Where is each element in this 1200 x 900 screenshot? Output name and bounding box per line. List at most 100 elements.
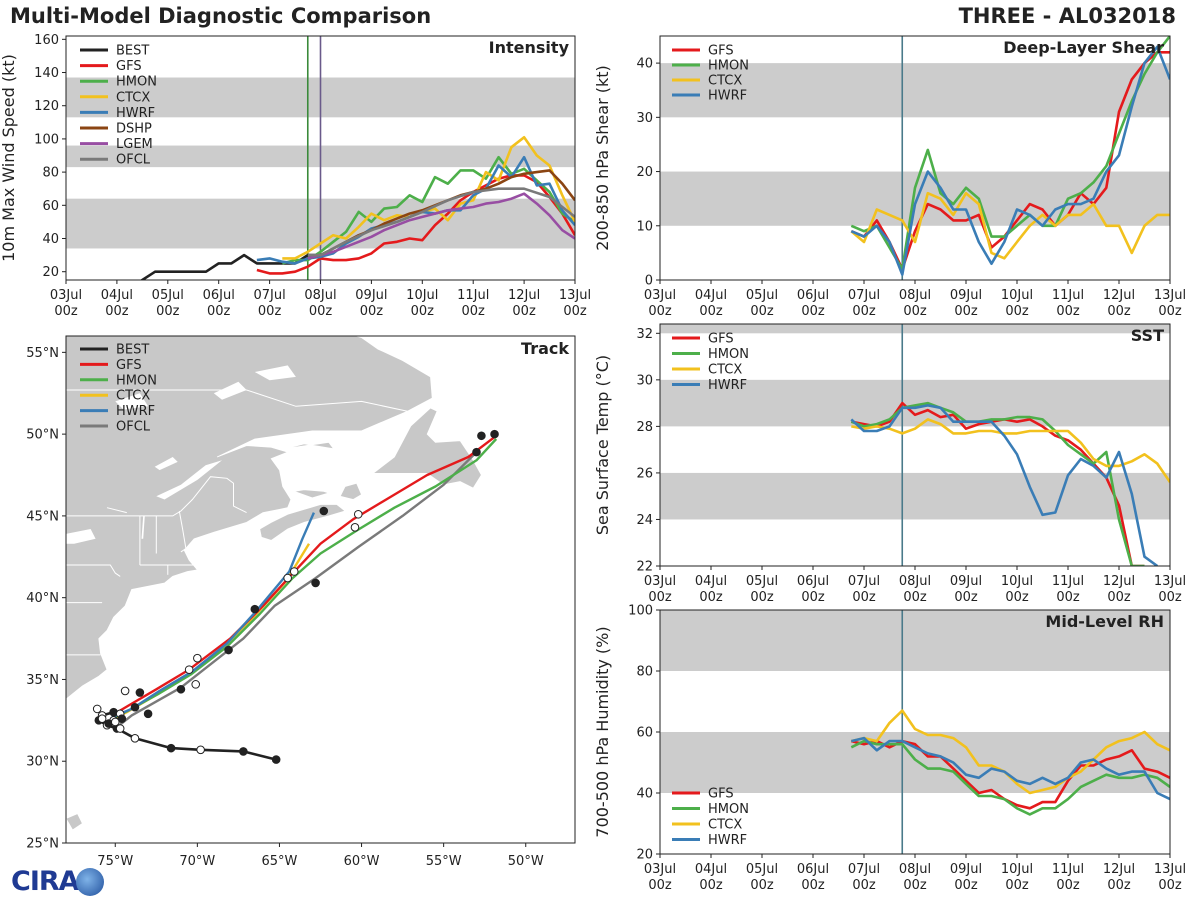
forecast-marker-open: [350, 523, 360, 532]
legend-label-hwrf: HWRF: [708, 89, 747, 104]
x-tick-label-hour: 00z: [801, 878, 825, 893]
map-area: [66, 336, 575, 843]
legend-label-gfs: GFS: [708, 332, 734, 347]
x-tick-label-day: 03Jul: [50, 288, 82, 303]
x-tick-label-day: 06Jul: [797, 288, 829, 303]
panel-track: 75°W 70°W 65°W 60°W 55°W 50°W 55°N 50°N 45°N 40°N…: [26, 335, 576, 869]
legend-label-ctcx: CTCX: [708, 74, 742, 89]
x-tick-label-day: 12Jul: [508, 288, 540, 303]
forecast-marker-filled: [490, 429, 499, 439]
y-axis-label: 10m Max Wind Speed (kt): [0, 54, 18, 262]
x-tick-label-hour: 00z: [512, 304, 536, 319]
series-line-hmon: [850, 739, 1170, 816]
lat-tick-label: 55°N: [26, 346, 59, 361]
legend-label-best: BEST: [116, 343, 149, 358]
legend-label-hmon: HMON: [708, 347, 749, 362]
y-tick-label: 60: [42, 199, 59, 214]
figure-title: Multi-Model Diagnostic Comparison: [10, 4, 432, 28]
y-tick-label: 160: [34, 33, 59, 48]
forecast-marker-filled: [130, 702, 140, 712]
x-tick-label-day: 04Jul: [695, 862, 727, 877]
x-tick-label-day: 10Jul: [1001, 288, 1033, 303]
forecast-marker-open: [283, 573, 292, 583]
legend-label-hwrf: HWRF: [708, 833, 747, 848]
x-tick-label-hour: 00z: [648, 590, 672, 605]
x-tick-label-hour: 00z: [852, 304, 876, 319]
best-track-marker: [166, 743, 176, 753]
y-tick-label: 40: [636, 57, 653, 72]
x-tick-label-hour: 00z: [1056, 590, 1080, 605]
x-tick-label-day: 07Jul: [848, 288, 880, 303]
x-tick-label-day: 03Jul: [644, 288, 676, 303]
x-tick-label-hour: 00z: [1158, 878, 1182, 893]
legend-label-gfs: GFS: [708, 787, 734, 802]
forecast-marker-open: [353, 509, 363, 519]
x-tick-label-hour: 00z: [750, 304, 774, 319]
legend-label-gfs: GFS: [116, 59, 142, 74]
lat-tick-label: 40°N: [26, 591, 59, 606]
x-tick-label-hour: 00z: [563, 304, 587, 319]
smallwood-reservoir-b: [254, 365, 296, 381]
y-tick-label: 20: [636, 165, 653, 180]
lat-tick-label: 35°N: [26, 673, 59, 688]
threshold-band: [660, 472, 1170, 520]
land-cape-breton: [339, 482, 363, 500]
plot-area: [660, 36, 1170, 280]
track-line-hmon: [111, 438, 498, 720]
plot-area: [660, 610, 1170, 854]
x-tick-label-day: 08Jul: [899, 288, 931, 303]
best-track-marker: [271, 755, 281, 764]
lake-ontario: [66, 529, 96, 544]
x-tick-label-hour: 00z: [852, 590, 876, 605]
y-tick-label: 100: [34, 132, 59, 147]
x-tick-label-day: 10Jul: [406, 288, 438, 303]
series-line-ctcx: [851, 418, 1170, 483]
lake-champlain: [141, 515, 145, 539]
legend-label-ctcx: CTCX: [116, 389, 150, 404]
lon-tick-label: 50°W: [508, 854, 544, 869]
x-tick-label-day: 10Jul: [1001, 862, 1033, 877]
lat-tick-label: 30°N: [26, 755, 59, 770]
panel-title: Mid-Level RH: [1045, 612, 1164, 631]
y-tick-label: 60: [636, 726, 653, 741]
lat-tick-label: 25°N: [26, 837, 59, 852]
land-pei: [292, 489, 331, 499]
forecast-marker-filled: [472, 447, 481, 457]
x-tick-label-hour: 00z: [1158, 304, 1182, 319]
x-tick-label-day: 11Jul: [1052, 574, 1084, 589]
x-tick-label-hour: 00z: [801, 304, 825, 319]
x-tick-label-hour: 00z: [1005, 304, 1029, 319]
x-tick-label-day: 06Jul: [203, 288, 235, 303]
y-tick-label: 22: [636, 560, 653, 575]
x-tick-label-day: 13Jul: [1154, 288, 1186, 303]
lon-tick-label: 75°W: [97, 854, 133, 869]
forecast-marker-open: [120, 686, 130, 696]
x-tick-label-hour: 00z: [258, 304, 282, 319]
plot-area: [660, 324, 1170, 566]
x-tick-label-hour: 00z: [411, 304, 435, 319]
panel-rh: 2040608010003Jul00z04Jul00z05Jul00z06Jul…: [593, 604, 1186, 894]
land-bahamas: [66, 813, 83, 831]
x-tick-label-day: 05Jul: [746, 862, 778, 877]
panel-shear: 01020304003Jul00z04Jul00z05Jul00z06Jul00…: [593, 35, 1186, 319]
x-tick-label-hour: 00z: [1158, 590, 1182, 605]
x-tick-label-day: 08Jul: [304, 288, 336, 303]
best-track-marker: [239, 747, 248, 756]
series-line-ofcl: [307, 187, 575, 257]
y-tick-label: 20: [42, 265, 59, 280]
forecast-marker-filled: [143, 709, 153, 719]
y-axis-label: 700-500 hPa Humidity (%): [593, 626, 612, 837]
lake-mistassini: [115, 393, 149, 410]
y-tick-label: 10: [636, 219, 653, 234]
x-tick-label-day: 12Jul: [1103, 574, 1135, 589]
x-tick-label-day: 04Jul: [695, 288, 727, 303]
forecast-marker-open: [92, 704, 102, 714]
x-tick-label-day: 09Jul: [950, 574, 982, 589]
plot-area: [66, 36, 575, 280]
x-tick-label-hour: 00z: [1107, 878, 1131, 893]
x-tick-label-hour: 00z: [954, 590, 978, 605]
x-tick-label-day: 08Jul: [899, 574, 931, 589]
y-tick-label: 80: [636, 665, 653, 680]
x-tick-label-hour: 00z: [648, 304, 672, 319]
